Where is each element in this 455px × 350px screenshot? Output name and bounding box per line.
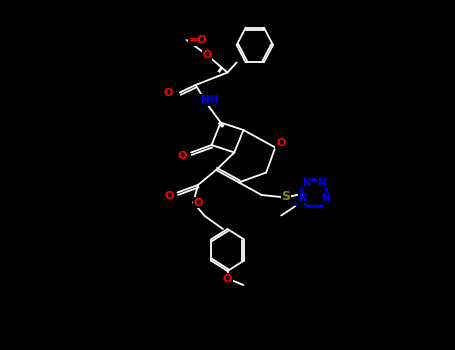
Text: O: O bbox=[193, 197, 202, 208]
Text: O: O bbox=[163, 88, 173, 98]
Text: O: O bbox=[202, 50, 212, 60]
Text: N: N bbox=[303, 178, 311, 188]
Text: O: O bbox=[223, 273, 232, 284]
Text: N: N bbox=[321, 193, 329, 203]
Text: O: O bbox=[177, 151, 187, 161]
Text: S: S bbox=[281, 189, 290, 203]
Text: N: N bbox=[298, 193, 307, 203]
Text: NH: NH bbox=[201, 95, 218, 105]
Text: N: N bbox=[317, 178, 325, 188]
Text: O: O bbox=[276, 139, 285, 148]
Text: O: O bbox=[165, 191, 174, 201]
Text: =O: =O bbox=[189, 35, 207, 45]
